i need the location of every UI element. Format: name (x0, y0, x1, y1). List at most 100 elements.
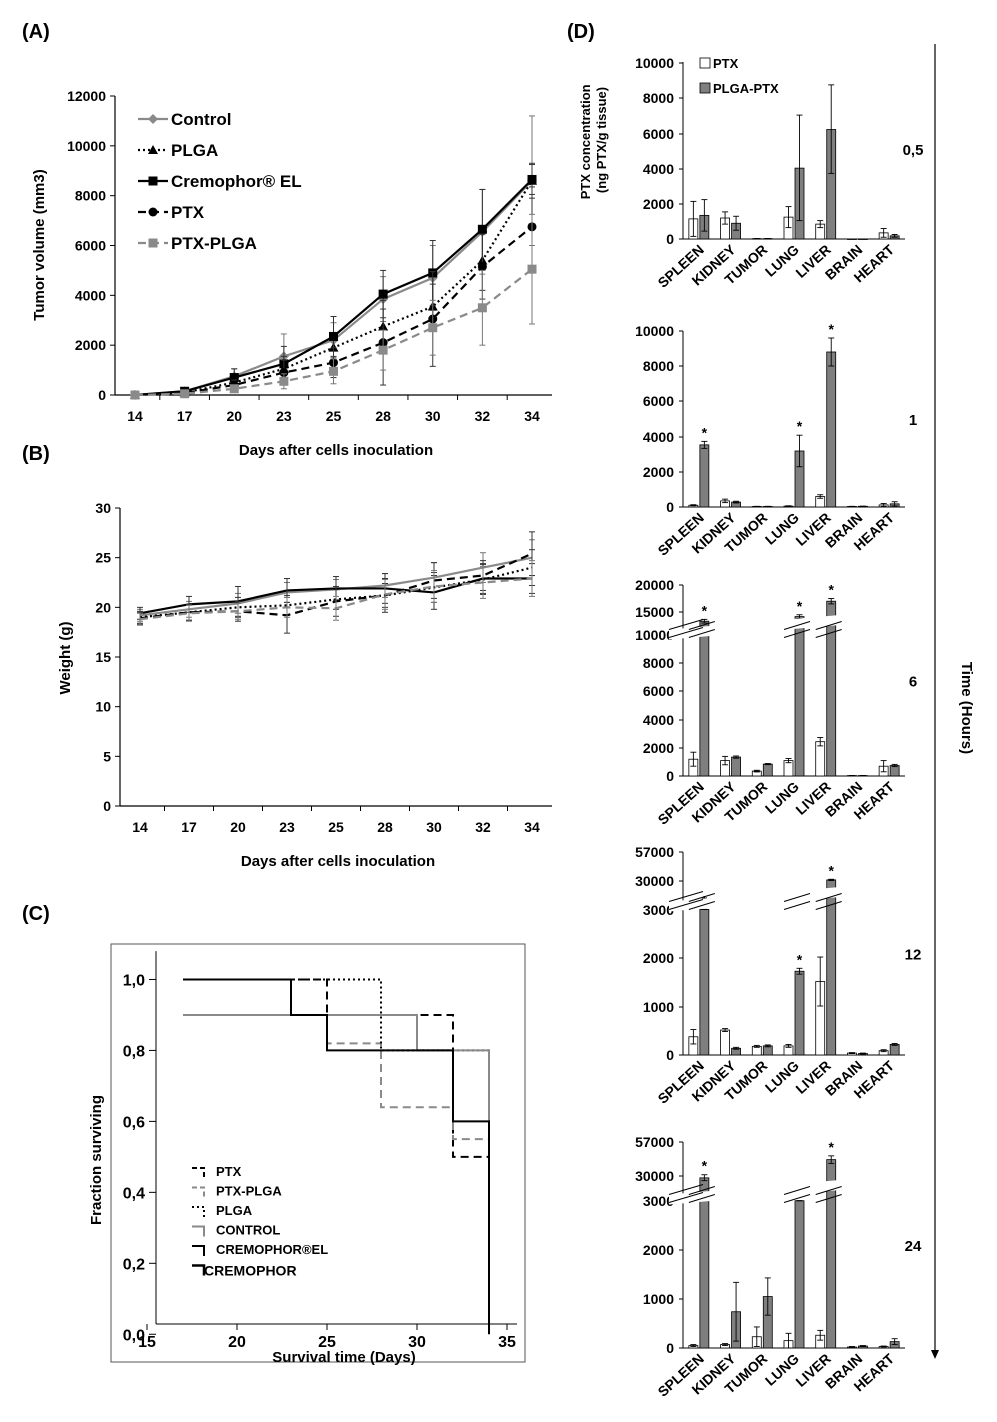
y-tick-label: 6000 (643, 126, 674, 142)
y-tick-label: 2000 (643, 950, 674, 966)
axis-break-mark (815, 893, 842, 902)
y-tick-label: 3000 (643, 902, 674, 918)
panel-c-label: (C) (22, 903, 50, 925)
data-point (229, 373, 239, 383)
time-label: 6 (909, 674, 917, 691)
x-tick-label: 14 (132, 819, 148, 835)
legend-label: CONTROL (216, 1223, 280, 1238)
x-tick-label: 34 (524, 819, 540, 835)
axis-break-mark (783, 621, 811, 630)
time-arrow-head (931, 1350, 939, 1359)
data-point (279, 376, 289, 386)
significance-star: * (702, 424, 708, 440)
panel-d-label: (D) (567, 21, 595, 43)
legend-swatch (192, 1225, 205, 1237)
y-tick-label: 30000 (635, 873, 674, 889)
panel-a-xlabel: Days after cells inoculation (239, 442, 433, 459)
bar-plga-ptx-spleen (699, 1177, 710, 1349)
y-tick-label: 0 (666, 1340, 674, 1356)
y-tick-label: 6000 (75, 238, 106, 254)
y-tick-label: 0 (666, 231, 674, 247)
data-point (527, 174, 537, 184)
legend-swatch (192, 1167, 205, 1178)
series-ptx-plga (130, 213, 537, 400)
y-tick-label: 0 (666, 499, 674, 515)
y-tick-label: 0,0 (123, 1327, 145, 1344)
x-tick-label: 28 (377, 819, 393, 835)
axis-break-mark (668, 899, 704, 910)
legend-marker (148, 145, 158, 154)
legend-marker (148, 207, 158, 217)
y-tick-label: 8000 (643, 90, 674, 106)
data-point (180, 389, 190, 399)
bar-plga-ptx-brain (858, 238, 868, 240)
legend: PTX PLGA-PTX (699, 56, 779, 96)
axis-break-mark (783, 1194, 811, 1203)
y-tick-label: 12000 (67, 88, 106, 104)
y-tick-label: 57000 (635, 844, 674, 860)
panel-a-label: (A) (22, 21, 50, 43)
time-label: 0,5 (903, 142, 924, 159)
time-label: 1 (909, 412, 917, 429)
x-tick-label: 32 (475, 819, 491, 835)
y-tick-label: 8000 (75, 188, 106, 204)
bar-plga-ptx-heart (889, 1044, 900, 1056)
axis-break-gap (669, 609, 905, 640)
data-point (527, 264, 537, 274)
y-tick-label: 2000 (75, 337, 106, 353)
axis-break-mark (668, 1192, 704, 1203)
x-tick-label: 28 (375, 408, 391, 424)
data-point (428, 323, 438, 333)
survival-curve-plga (183, 978, 490, 1157)
y-tick-label: 2000 (643, 196, 674, 212)
x-tick-label: 20 (228, 1334, 246, 1351)
axis-break-mark (815, 1186, 842, 1195)
panel-b-label: (B) (22, 443, 50, 465)
legend-label: PTX (216, 1164, 242, 1179)
bar-plga-ptx-lung (794, 616, 805, 777)
panel-b-ylabel: Weight (g) (57, 621, 74, 694)
x-tick-label: 14 (127, 408, 143, 424)
data-point (130, 390, 140, 400)
significance-star: * (828, 321, 834, 337)
axis-break-mark (688, 901, 716, 910)
y-tick-label: 0 (103, 798, 111, 814)
time-hours-label: Time (Hours) (958, 662, 975, 754)
x-tick-label: 25 (318, 1334, 336, 1351)
significance-star: * (702, 602, 708, 618)
y-tick-label: 20000 (635, 577, 674, 593)
survival-curve-ptx-plga (183, 1013, 489, 1141)
panel-a: (A) Tumor volume (mm3) Days after cells … (22, 21, 552, 459)
x-tick-label: 32 (475, 408, 491, 424)
panel-c-plot: 0,00,20,40,60,81,015 20 25 30 35PTXPTX-PLGAP… (123, 951, 517, 1351)
y-tick-label: 30000 (635, 1168, 674, 1184)
panel-c-frame (110, 943, 526, 1363)
y-tick-label: 4000 (643, 429, 674, 445)
x-tick-label: 17 (177, 408, 193, 424)
axis-break-mark (688, 629, 716, 638)
axis-break-mark (783, 893, 811, 902)
x-tick-label: 23 (279, 819, 295, 835)
y-tick-label: 5 (103, 748, 111, 764)
y-tick-label: 0 (666, 768, 674, 784)
panel-d-plot: 0200040006000800010000SPLEENKIDNEYTUMORL… (635, 55, 923, 1400)
y-tick-label: 10000 (635, 55, 674, 71)
axis-break-mark (668, 1184, 704, 1195)
y-tick-label: 6000 (643, 683, 674, 699)
y-tick-label: 30 (95, 500, 111, 516)
y-tick-label: 8000 (643, 358, 674, 374)
legend: PTX PTX-PLGA PLGA CONTROL CREMOPHOR®EL CREMOP… (192, 1164, 328, 1279)
bar-plga-ptx-lung (794, 1200, 805, 1349)
y-tick-label: 6000 (643, 393, 674, 409)
subplot-12: 01000200030003000057000*SPLEENKIDNEYTUMO… (635, 844, 921, 1107)
legend-label: PLGA (216, 1203, 253, 1218)
y-tick-label: 0 (98, 387, 106, 403)
y-tick-label: 25 (95, 550, 111, 566)
time-label: 12 (905, 947, 922, 964)
panel-d-ylabel-line2: (ng PTX/g tissue) (594, 87, 609, 193)
x-tick-label: 30 (426, 819, 442, 835)
subplot-0-5: 0200040006000800010000SPLEENKIDNEYTUMORL… (635, 55, 923, 291)
y-tick-label: 0 (666, 1047, 674, 1063)
significance-star: * (828, 862, 834, 878)
data-point (329, 331, 338, 341)
